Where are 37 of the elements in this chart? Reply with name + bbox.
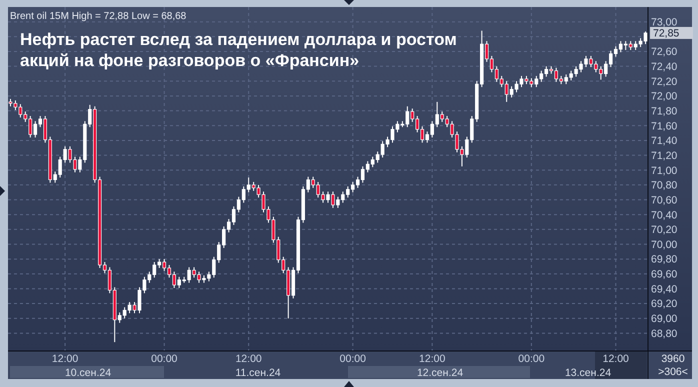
- x-tick-label: 12:00: [235, 353, 262, 365]
- y-tick-label: 68,80: [651, 328, 678, 340]
- x-tick-label: 12:00: [419, 353, 446, 365]
- text: 10.сен.24: [64, 367, 112, 379]
- text: 12.сен.24: [416, 367, 464, 379]
- y-tick-label: 72,60: [651, 46, 678, 58]
- y-tick-label: 71,20: [651, 150, 678, 162]
- y-tick-label: 69,20: [651, 298, 678, 310]
- x-tick-label: 00:00: [340, 353, 366, 365]
- y-tick-label: 70,00: [651, 238, 678, 251]
- text: >306<: [658, 366, 688, 378]
- x-tick-label: 12:00: [602, 353, 630, 365]
- chart-subtitle: Brent oil 15M High = 72,88 Low = 68,68: [10, 11, 187, 22]
- y-tick-label: 70,20: [651, 224, 678, 236]
- y-tick-label: 70,60: [651, 194, 678, 206]
- x-tick-label: 12:00: [52, 353, 78, 365]
- y-tick-label: 70,40: [651, 209, 678, 222]
- y-tick-label: 69,00: [651, 313, 678, 326]
- text: 11.сен.24: [235, 367, 281, 379]
- y-tick-label: 71,00: [651, 164, 678, 177]
- x-tick-label: 00:00: [518, 353, 545, 365]
- y-tick-label: 70,80: [651, 180, 678, 192]
- y-tick-label: 71,40: [651, 135, 678, 148]
- y-tick-label: 72,40: [651, 60, 678, 73]
- y-tick-label: 72,00: [651, 90, 678, 103]
- text: 3960: [661, 353, 685, 365]
- y-tick-label: 71,80: [651, 105, 678, 118]
- x-tick-label: 00:00: [151, 353, 178, 365]
- y-tick-label: 69,80: [651, 254, 678, 266]
- text: 72,85: [653, 28, 680, 40]
- y-tick-label: 71,60: [651, 120, 678, 132]
- y-tick-label: 69,40: [651, 283, 678, 296]
- text: Нефть растет вслед за падением доллара и ростом акций на фоне разговоров о «Франсин»: [20, 30, 457, 70]
- y-tick-label: 72,20: [651, 76, 678, 88]
- y-tick-label: 69,60: [651, 268, 678, 281]
- text: 13.сен.24: [564, 367, 612, 379]
- y-tick-label: 73,00: [651, 16, 678, 29]
